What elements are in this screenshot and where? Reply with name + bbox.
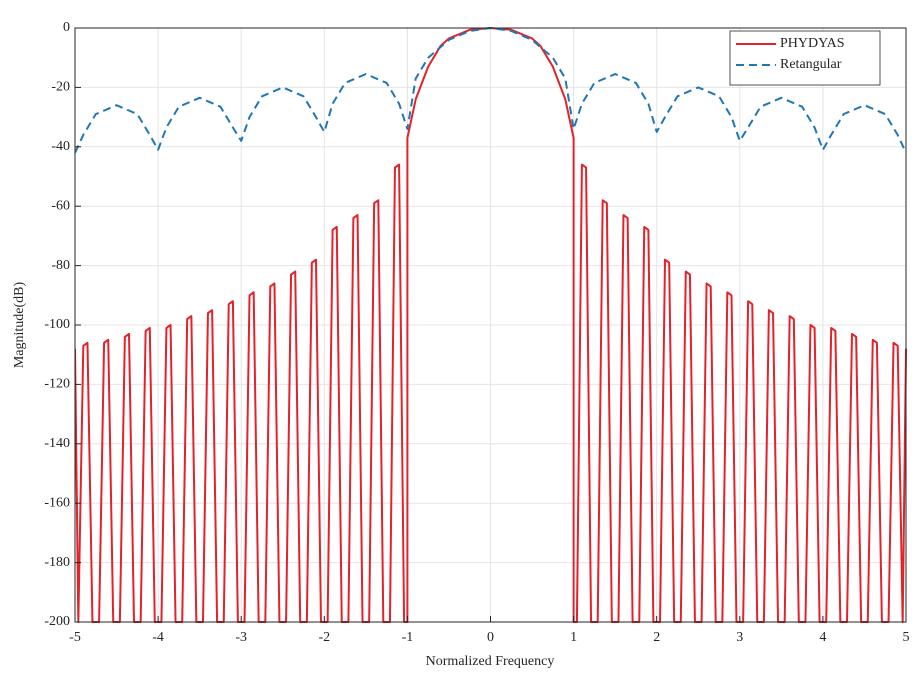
x-tick-label: 2 bbox=[653, 630, 660, 645]
x-tick-label: 5 bbox=[903, 630, 910, 645]
y-tick-label: -80 bbox=[51, 258, 70, 273]
y-tick-label: -140 bbox=[44, 436, 70, 451]
x-tick-label: 3 bbox=[736, 630, 743, 645]
chart: -5-4-3-2-1012345-200-180-160-140-120-100… bbox=[0, 0, 912, 674]
legend-label: PHYDYAS bbox=[780, 36, 845, 51]
y-tick-label: -120 bbox=[44, 377, 70, 392]
x-tick-label: -3 bbox=[235, 630, 247, 645]
y-tick-label: -160 bbox=[44, 495, 70, 510]
x-tick-label: 1 bbox=[570, 630, 577, 645]
y-tick-label: -60 bbox=[51, 198, 70, 213]
y-tick-label: -20 bbox=[51, 80, 70, 95]
x-tick-label: 4 bbox=[819, 630, 826, 645]
y-axis-label: Magnitude(dB) bbox=[12, 282, 27, 369]
legend-label: Retangular bbox=[780, 57, 842, 72]
x-tick-label: -4 bbox=[152, 630, 164, 645]
x-tick-label: 0 bbox=[487, 630, 494, 645]
x-tick-label: -1 bbox=[402, 630, 414, 645]
x-tick-label: -2 bbox=[318, 630, 330, 645]
y-tick-label: 0 bbox=[63, 20, 70, 35]
y-tick-label: -40 bbox=[51, 139, 70, 154]
y-tick-label: -100 bbox=[44, 317, 70, 332]
x-tick-label: -5 bbox=[69, 630, 81, 645]
y-tick-label: -180 bbox=[44, 555, 70, 570]
x-axis-label: Normalized Frequency bbox=[426, 654, 555, 669]
y-tick-label: -200 bbox=[44, 614, 70, 629]
